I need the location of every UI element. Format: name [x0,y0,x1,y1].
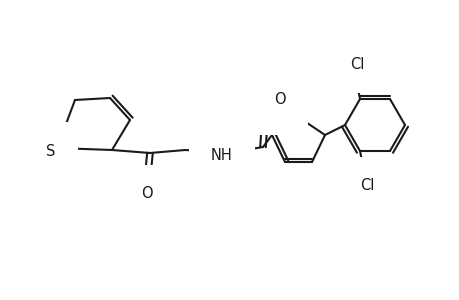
Text: NH: NH [211,148,232,163]
Text: O: O [258,98,270,113]
Text: Cl: Cl [349,56,364,71]
Text: S: S [46,143,56,158]
Text: O: O [274,92,285,106]
Text: Cl: Cl [359,178,373,194]
Text: O: O [141,187,152,202]
